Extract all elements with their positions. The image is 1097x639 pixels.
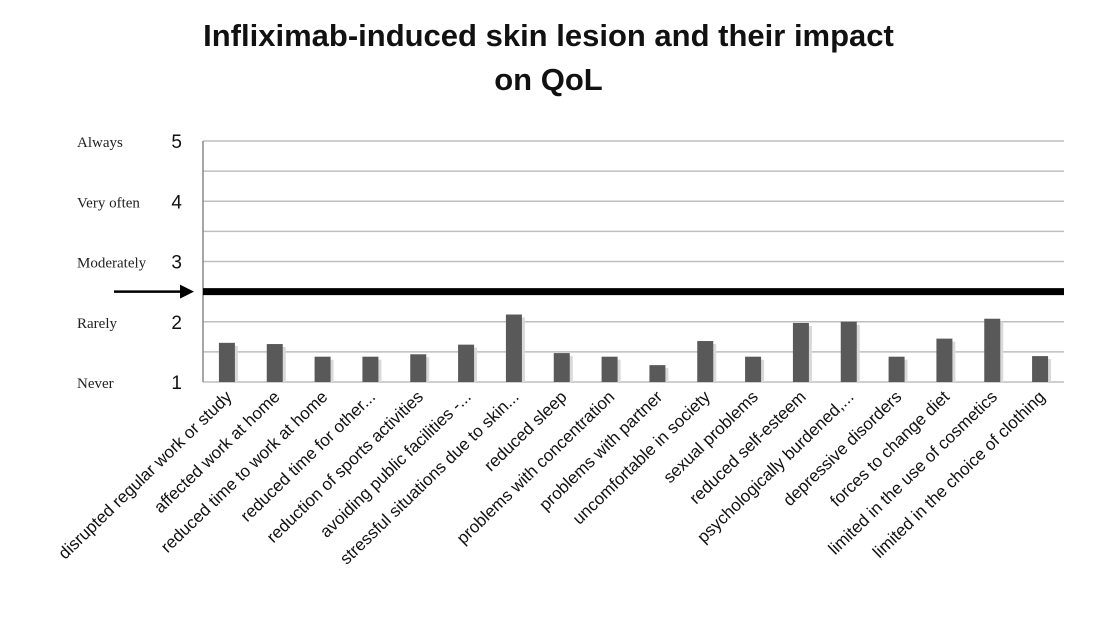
bar: [840, 321, 857, 382]
x-category-label: disrupted regular work or study: [55, 387, 236, 563]
bar: [745, 356, 762, 382]
bar: [362, 356, 379, 382]
y-tick-label: 4: [171, 192, 182, 213]
bar: [888, 356, 905, 382]
chart-title-line-2: on QoL: [494, 62, 603, 97]
y-tick-word: Never: [77, 376, 114, 392]
bar: [410, 354, 427, 382]
bar: [984, 318, 1001, 382]
bar: [553, 353, 570, 382]
y-tick-label: 3: [171, 253, 182, 274]
bar: [792, 322, 809, 382]
x-category-label: reduced sleep: [480, 387, 570, 475]
y-tick-word: Very often: [77, 195, 140, 211]
bar: [458, 344, 475, 382]
y-tick-label: 2: [171, 313, 182, 334]
bar: [314, 356, 331, 382]
y-tick-word: Always: [77, 135, 123, 151]
threshold-arrow-head: [180, 284, 194, 299]
bar: [649, 365, 666, 382]
y-tick-word: Rarely: [77, 316, 117, 332]
bar: [1032, 356, 1049, 382]
bar: [505, 314, 522, 382]
bar: [936, 338, 953, 382]
y-tick-word: Moderately: [77, 256, 147, 272]
y-tick-label: 5: [171, 132, 182, 153]
y-tick-label: 1: [171, 373, 182, 394]
bar: [697, 341, 714, 382]
bar: [601, 356, 618, 382]
bar: [266, 344, 283, 382]
chart-title: Infliximab-induced skin lesion and their…: [0, 14, 1097, 102]
bar: [218, 342, 235, 382]
chart-title-line-1: Infliximab-induced skin lesion and their…: [203, 18, 894, 53]
